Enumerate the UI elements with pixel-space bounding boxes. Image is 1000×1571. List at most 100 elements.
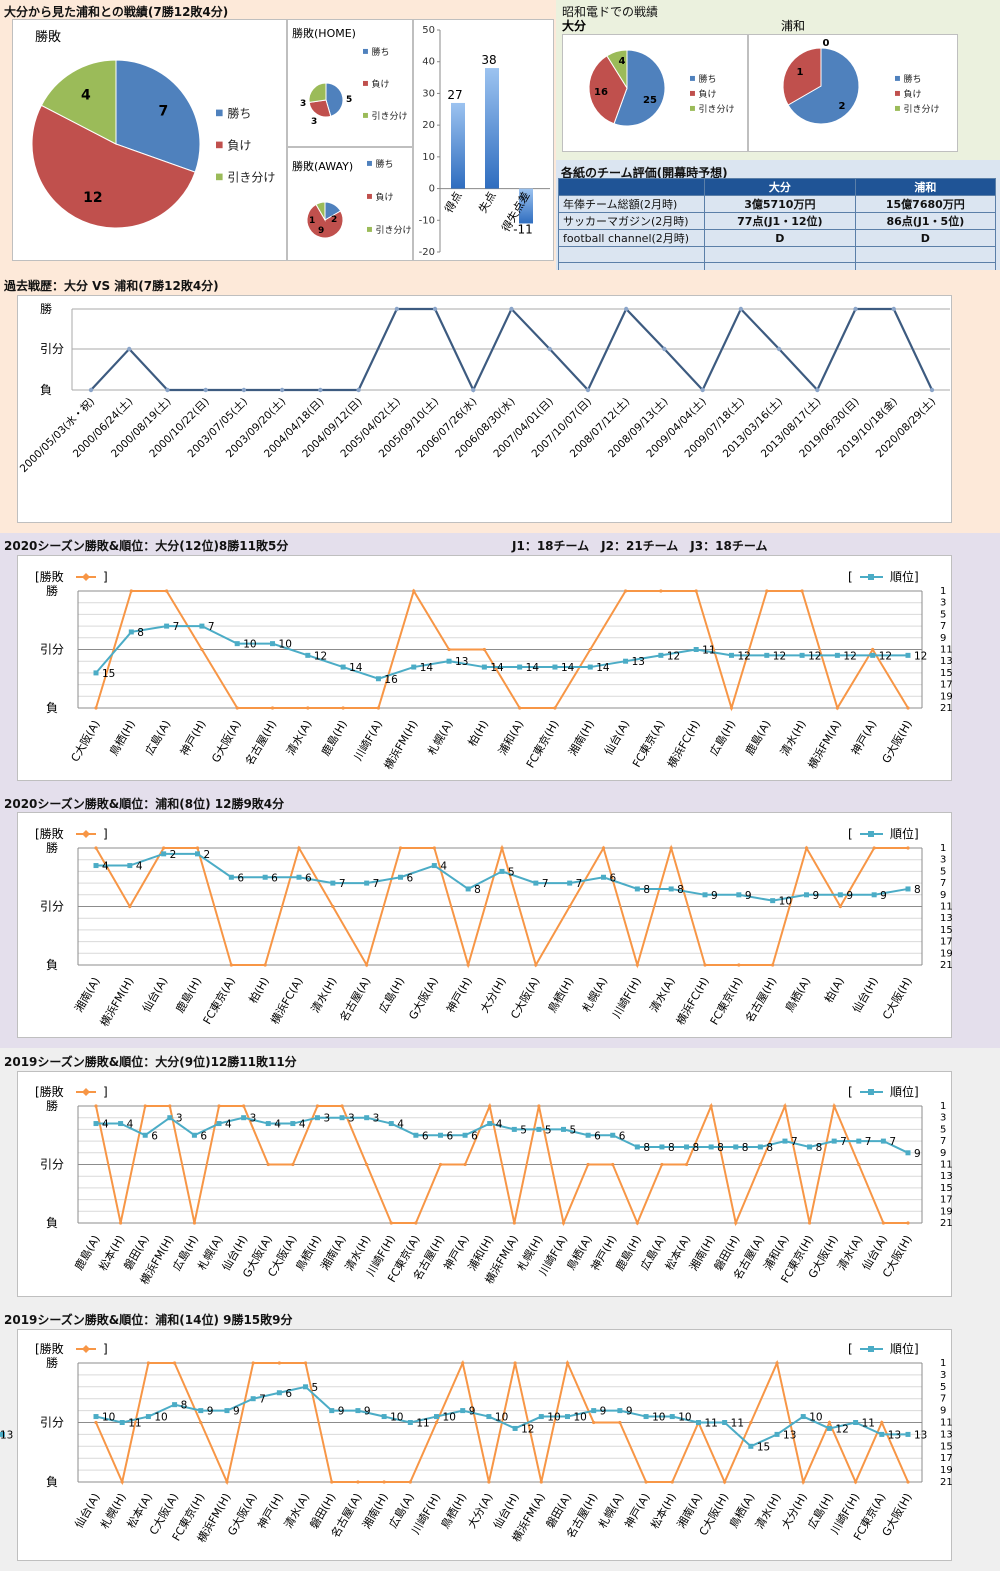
rank-point (552, 664, 558, 670)
result-point (586, 1162, 590, 1167)
result-point (331, 904, 335, 909)
result-legend-bracket: ] (103, 1342, 108, 1356)
goals-bar (485, 68, 499, 189)
result-point (513, 1361, 517, 1365)
rank-point (853, 1420, 859, 1425)
rank-data-label: 12 (521, 1423, 534, 1435)
bar-y-tick-label: -10 (419, 215, 435, 226)
rank-data-label: 7 (208, 621, 215, 633)
summary-title: 大分から見た浦和との戦績(7勝12敗4分) (4, 5, 229, 19)
overall-pie-slice (115, 59, 201, 173)
rank-data-label: 8 (668, 1142, 675, 1154)
eval-cell (854, 246, 997, 263)
opponent-label: 横浜FC(H) (673, 975, 712, 1028)
rank-data-label: 6 (610, 872, 617, 884)
rank-point (434, 1414, 440, 1420)
rank-data-label: 11 (731, 1418, 744, 1430)
rank-data-label: 10 (779, 896, 792, 908)
eval-header-row: 大分 浦和 (558, 178, 997, 196)
rank-tick-label: 15 (940, 668, 953, 679)
history-y-label: 負 (40, 383, 52, 397)
rank-point (381, 1414, 387, 1420)
overall-pie-slice (31, 104, 196, 229)
rank-legend-marker (868, 574, 874, 580)
rank-legend-bracket: [ (848, 1342, 853, 1356)
result-point (854, 1480, 858, 1484)
showa-urawa-legend-swatch (895, 105, 900, 111)
result-point (765, 589, 769, 593)
rank-data-label: 8 (643, 1142, 650, 1154)
away-pie-legend-swatch (367, 193, 372, 199)
rank-data-label: 4 (397, 1119, 404, 1131)
result-point (801, 1480, 805, 1484)
rank-point (375, 676, 381, 682)
rank-data-label: 14 (561, 662, 575, 674)
rank-point (407, 1420, 413, 1425)
bar-y-tick-label: 30 (422, 88, 435, 99)
result-point (880, 1420, 884, 1425)
rank-data-label: 11 (128, 1418, 141, 1430)
rank-tick-label: 21 (940, 1477, 953, 1488)
league-note: J1：18チーム J2：21チーム J3：18チーム (512, 539, 768, 553)
home-pie-legend-swatch (363, 80, 368, 86)
bar-y-tick-label: 10 (422, 152, 435, 163)
rank-tick-label: 17 (940, 1195, 953, 1206)
opponent-label: 名古屋(H) (742, 975, 779, 1025)
opponent-label: 名古屋(H) (242, 718, 279, 768)
result-point (291, 1162, 295, 1167)
home-pie-legend-label: 負け (372, 78, 390, 90)
result-point (703, 963, 707, 967)
showa-urawa-panel (748, 34, 958, 152)
rank-data-label: 8 (181, 1400, 188, 1412)
eval-cell: football channel(2月時) (558, 229, 705, 247)
eval-row (558, 246, 997, 263)
rank-data-label: 10 (154, 1412, 167, 1424)
result-point (482, 647, 486, 652)
result-point (128, 904, 132, 909)
result-legend-label: [勝敗 (35, 1084, 64, 1099)
rank-point (329, 1408, 335, 1414)
result-point (242, 1104, 246, 1108)
result-point (277, 1361, 281, 1365)
overall-pie-data-label: 12 (83, 190, 102, 206)
rank-point (708, 1144, 714, 1150)
rank-data-label: 12 (667, 650, 680, 662)
eval-cell (704, 246, 856, 263)
result-point (487, 1480, 491, 1484)
result-point (195, 846, 200, 850)
rank-data-label: 11 (862, 1418, 875, 1430)
history-point (623, 306, 629, 312)
result-point (412, 589, 416, 593)
rank-data-label: 5 (545, 1124, 552, 1136)
rank-tick-label: 1 (940, 586, 946, 597)
rank-data-label: 8 (137, 627, 144, 639)
showa-oita-legend-swatch (690, 75, 695, 81)
rank-point (276, 1390, 282, 1396)
rank-point (870, 652, 876, 658)
rank-data-label: 13 (783, 1429, 796, 1441)
rank-point (486, 1414, 492, 1420)
opponent-label: C大阪(A) (507, 975, 542, 1022)
result-point (660, 1162, 664, 1167)
rank-tick-label: 5 (940, 609, 946, 620)
away-pie-legend-swatch (367, 160, 372, 166)
result-point (162, 846, 166, 850)
rank-data-label: 11 (702, 645, 715, 657)
rank-tick-label: 5 (940, 1382, 946, 1393)
result-y-label: 負 (46, 1216, 58, 1230)
rank-legend-label: 順位] (890, 1084, 919, 1099)
home-pie-data-label: 5 (346, 95, 352, 105)
result-point (694, 589, 698, 593)
result-point (758, 1162, 762, 1167)
history-point (815, 387, 820, 393)
oita-2019-title: 2019シーズン勝敗&順位：大分(9位)12勝11敗11分 (4, 1055, 297, 1069)
result-point (827, 1420, 832, 1425)
rank-tick-label: 19 (940, 691, 953, 702)
rank-point (93, 670, 99, 676)
overall-pie-slice (40, 59, 117, 145)
rank-point (250, 1396, 256, 1402)
opponent-label: 浦和(A) (496, 718, 526, 758)
away-pie-slice (315, 201, 326, 222)
rank-data-label: 13 (888, 1429, 901, 1441)
rank-data-label: 7 (542, 878, 549, 890)
